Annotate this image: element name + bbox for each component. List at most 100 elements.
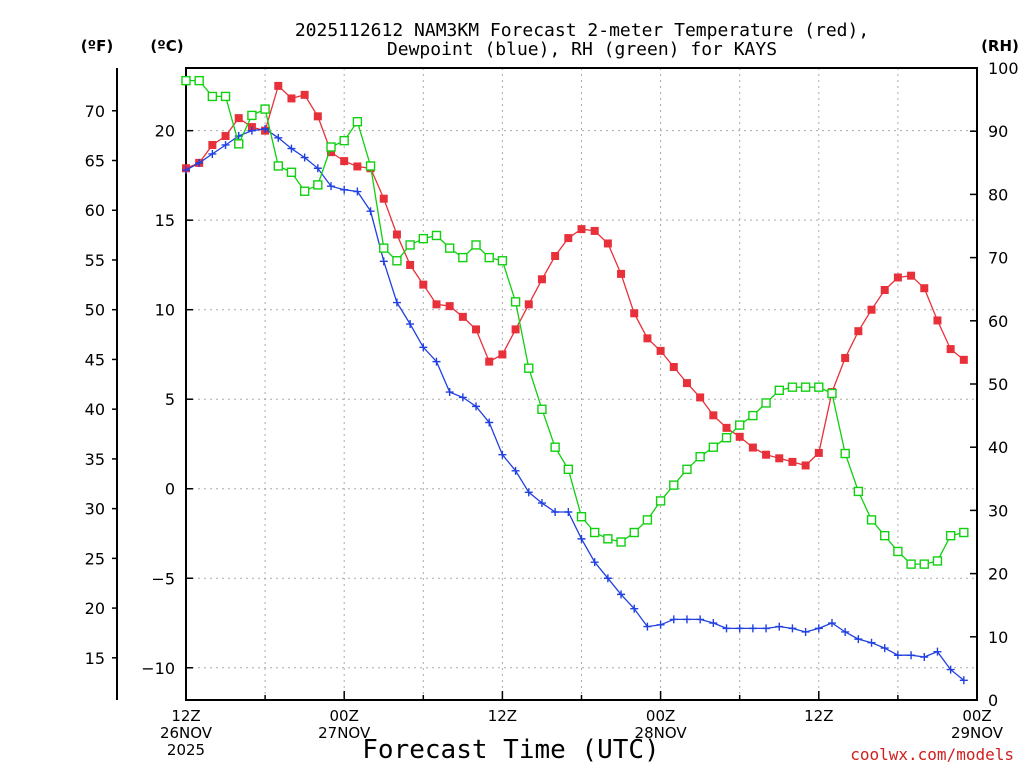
temperature-point xyxy=(748,443,757,452)
fahrenheit-tick-label: 40 xyxy=(85,400,105,419)
rh-tick-label: 90 xyxy=(988,122,1008,141)
fahrenheit-tick-label: 60 xyxy=(85,201,105,220)
dewpoint-point xyxy=(221,140,230,149)
fahrenheit-tick-label: 45 xyxy=(85,350,105,369)
dewpoint-point xyxy=(827,619,836,628)
rh-point xyxy=(484,252,494,263)
grid-lines xyxy=(186,68,977,700)
dewpoint-point xyxy=(696,615,705,624)
dewpoint-point xyxy=(841,627,850,636)
dewpoint-point xyxy=(946,665,955,674)
temperature-point xyxy=(564,234,573,243)
series-group xyxy=(182,124,968,685)
rh-point xyxy=(313,180,323,190)
temperature-point xyxy=(630,309,639,318)
celsius-tick-label: 20 xyxy=(155,122,175,141)
rh-point xyxy=(708,442,719,452)
temperature-point xyxy=(801,461,810,470)
rh-point xyxy=(866,515,877,525)
temperature-point xyxy=(920,284,929,293)
rh-point xyxy=(444,243,455,253)
rh-point xyxy=(234,139,244,149)
dewpoint-point xyxy=(498,450,507,459)
temperature-point xyxy=(472,325,481,334)
temperature-point xyxy=(300,90,309,99)
dewpoint-point xyxy=(603,574,612,583)
dewpoint-point xyxy=(524,488,533,497)
temperature-point xyxy=(841,354,850,363)
temperature-point xyxy=(854,327,863,336)
celsius-tick-label: 15 xyxy=(155,211,175,230)
fahrenheit-tick-label: 25 xyxy=(85,549,105,568)
dewpoint-point xyxy=(907,651,916,660)
dewpoint-point xyxy=(432,357,441,366)
temperature-point xyxy=(603,239,612,248)
dewpoint-point xyxy=(379,257,388,266)
dewpoint-point xyxy=(762,624,771,633)
rh-point xyxy=(919,559,929,569)
dewpoint-point xyxy=(537,499,546,508)
rh-unit-label: (RH) xyxy=(981,37,1019,55)
fahrenheit-tick-label: 55 xyxy=(85,251,105,270)
x-tick-label: 12Z xyxy=(171,707,200,725)
dewpoint-point xyxy=(261,124,270,133)
rh-point xyxy=(497,256,508,266)
rh-point xyxy=(273,161,283,171)
dewpoint-point xyxy=(419,343,428,352)
temperature-point xyxy=(432,300,441,309)
temperature-point xyxy=(907,271,916,280)
rh-point xyxy=(510,297,521,307)
rh-tick-label: 50 xyxy=(988,375,1008,394)
rh-point xyxy=(655,496,666,506)
rh-point xyxy=(616,537,626,547)
dewpoint-point xyxy=(669,615,678,624)
rh-point xyxy=(959,527,969,538)
dewpoint-point xyxy=(801,627,810,636)
x-axis-title: Forecast Time (UTC) xyxy=(362,735,659,765)
temperature-point xyxy=(709,411,718,420)
celsius-tick-label: 10 xyxy=(155,301,175,320)
rh-tick-label: 40 xyxy=(988,438,1008,457)
dewpoint-point xyxy=(353,187,362,196)
chart-title-line2: Dewpoint (blue), RH (green) for KAYS xyxy=(387,39,777,60)
dewpoint-point xyxy=(748,624,757,633)
celsius-tick-label: 5 xyxy=(165,390,175,409)
temperature-point xyxy=(537,275,546,284)
rh-point xyxy=(827,388,837,399)
series-line xyxy=(186,79,964,565)
rh-point xyxy=(260,104,270,114)
temperature-point xyxy=(392,230,401,239)
rh-point xyxy=(247,110,257,121)
series-line xyxy=(185,128,965,681)
temperature-point xyxy=(959,355,968,364)
rh-point xyxy=(392,256,402,266)
rh-point xyxy=(352,117,363,127)
rh-point xyxy=(220,91,231,102)
rh-point xyxy=(589,527,600,538)
rh-point xyxy=(207,91,218,102)
temperature-point xyxy=(234,114,243,123)
dewpoint-point xyxy=(551,508,560,517)
dewpoint-point xyxy=(445,388,454,397)
series-layer xyxy=(181,75,969,685)
fahrenheit-tick-label: 35 xyxy=(85,450,105,469)
rh-tick-label: 70 xyxy=(988,249,1008,268)
dewpoint-point xyxy=(208,149,217,158)
temperature-point xyxy=(643,334,652,343)
rh-point xyxy=(194,75,204,86)
x-tick-label: 2025 xyxy=(167,741,205,759)
fahrenheit-tick-label: 70 xyxy=(85,102,105,121)
temperature-point xyxy=(656,346,665,355)
dewpoint-point xyxy=(709,619,718,628)
dewpoint-point xyxy=(313,164,322,173)
rh-tick-label: 0 xyxy=(988,691,998,710)
rh-tick-label: 10 xyxy=(988,628,1008,647)
dewpoint-point xyxy=(788,624,797,633)
x-tick-label: 28NOV xyxy=(635,724,688,742)
temperature-point xyxy=(458,312,467,321)
temperature-point xyxy=(788,457,797,466)
rh-point xyxy=(682,464,692,475)
fahrenheit-tick-label: 65 xyxy=(85,152,105,171)
dewpoint-point xyxy=(775,622,784,631)
series-group xyxy=(181,75,969,569)
